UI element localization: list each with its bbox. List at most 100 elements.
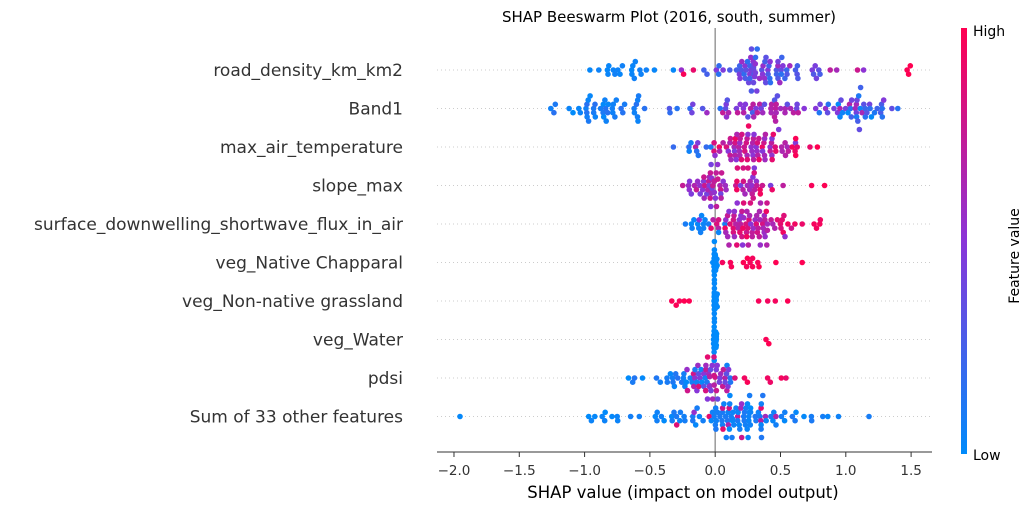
shap-point [750,225,757,231]
shap-point [854,67,861,73]
shap-point [853,109,860,116]
shap-point [877,109,884,116]
shap-point [787,105,794,112]
shap-point [746,212,753,219]
shap-point [737,75,743,82]
shap-point [758,401,765,407]
shap-point [698,212,705,219]
shap-point [755,298,762,304]
shap-point [618,105,624,112]
shap-point [566,105,572,112]
shap-point [754,88,760,94]
shap-point [711,382,717,388]
shap-point [749,229,755,236]
shap-point [715,217,722,223]
shap-point [664,375,670,381]
shap-point [773,101,779,108]
shap-point [684,387,691,394]
shap-point [772,105,779,112]
shap-point [634,114,641,120]
shap-point [752,217,758,223]
shap-point [727,221,733,227]
shap-point [584,114,590,120]
shap-point [758,417,764,424]
shap-point [889,105,895,112]
shap-point [606,63,612,69]
shap-point [694,387,700,394]
shap-point [724,417,731,424]
shap-point [711,315,718,322]
shap-point [592,114,599,120]
shap-point [768,217,774,223]
shap-point [612,114,618,120]
shap-point [862,105,868,112]
shap-point [757,413,763,420]
shap-point [725,409,731,416]
shap-point [753,221,760,227]
shap-point [717,375,723,381]
shap-point [767,148,773,154]
shap-point [825,101,832,108]
shap-point [704,71,710,77]
shap-point [801,413,807,420]
shap-point [732,135,739,142]
colorbar-title: Feature value [1007,208,1023,304]
shap-point [725,109,732,116]
shap-point [696,413,703,420]
shap-point [764,227,771,234]
shap-point [747,75,753,82]
shap-point [745,131,751,138]
shap-point [769,186,775,193]
shap-point [757,200,764,206]
shap-point [799,259,805,266]
shap-point [734,186,740,193]
shap-point [707,195,713,201]
shap-point [780,182,786,189]
shap-point [755,152,761,159]
x-tick-label: 1.5 [900,463,921,479]
shap-point [761,212,768,219]
shap-point [708,417,715,424]
shap-point [620,109,626,116]
shap-point [643,67,650,73]
feature-label: veg_Native Chapparal [216,254,403,274]
shap-point [904,67,910,73]
shap-point [691,182,698,189]
shap-point [666,105,673,112]
feature-label: road_density_km_km2 [213,61,403,81]
shap-point [755,225,761,231]
shap-point [762,131,769,138]
shap-point [736,63,743,69]
shap-point [601,417,608,424]
shap-point [699,186,706,193]
shap-point [605,71,611,77]
shap-point [715,176,721,182]
shap-point [744,379,751,386]
shap-point [767,379,774,386]
shap-point [657,379,664,386]
shap-point [709,396,716,402]
shap-point [714,291,720,297]
shap-point [762,413,769,420]
shap-point [696,217,702,223]
shap-point [778,375,785,381]
shap-point [700,417,706,424]
chart-title: SHAP Beeswarm Plot (2016, south, summer) [502,8,836,26]
shap-point [771,97,778,103]
shap-point [719,259,726,266]
shap-point [835,413,842,420]
shap-point [714,409,721,416]
shap-point [761,140,767,146]
shap-point [686,298,692,304]
shap-point [694,178,701,185]
shap-point [707,170,714,176]
shap-point [713,203,720,210]
x-tick-label: −1.0 [568,463,601,479]
shap-point [741,409,748,416]
shap-point [584,101,590,108]
shap-point [748,88,755,94]
shap-point [821,182,828,189]
shap-point [758,105,764,112]
shap-point [723,114,730,120]
shap-point [716,379,723,386]
